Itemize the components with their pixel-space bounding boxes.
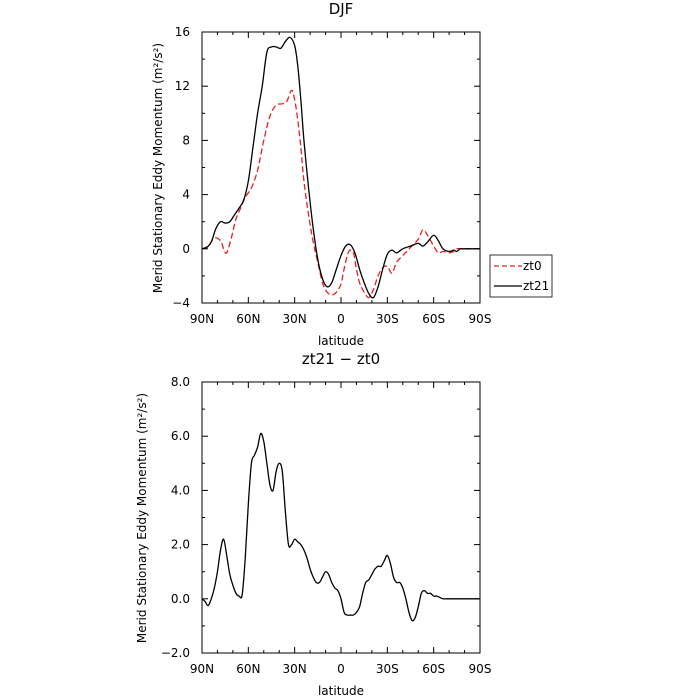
top-plot-frame (201, 31, 481, 304)
bottom-y-tick-label: 6.0 (171, 429, 190, 443)
bottom-axis-ticks: 90N 60N 30N 0 30S 60S 90S −2.0 0.0 2.0 4.0 6.0 8.0 (161, 375, 492, 676)
top-x-tick-label: 60S (422, 312, 445, 326)
bottom-x-tick-label: 30N (283, 662, 307, 676)
bottom-x-tick-label: 90N (190, 662, 214, 676)
top-series-line-zt21 (201, 36, 480, 299)
top-x-tick-label: 30S (376, 312, 399, 326)
bottom-chart-panel: zt21 − zt0 90N 60N 30N 0 30S 60S 90S −2.0 0.0 2.0… (135, 350, 491, 698)
bottom-x-tick-label: 0 (337, 662, 345, 676)
bottom-y-tick-label: −2.0 (161, 646, 190, 660)
top-plot-clip-area (201, 36, 480, 299)
bottom-y-axis-label: Merid Stationary Eddy Momentum (m²/s²) (135, 393, 149, 643)
top-y-tick-label: 16 (175, 25, 190, 39)
top-y-tick-label: 8 (182, 133, 190, 147)
bottom-series-line-series-0 (201, 432, 480, 622)
top-x-tick-label: 90N (190, 312, 214, 326)
top-series-line-zt0 (201, 89, 480, 299)
bottom-chart-title: zt21 − zt0 (302, 350, 380, 368)
top-y-tick-label: 12 (175, 79, 190, 93)
bottom-plot-frame (201, 381, 481, 654)
top-x-tick-label: 90S (469, 312, 492, 326)
top-x-tick-label: 60N (236, 312, 260, 326)
legend-box (489, 254, 553, 298)
bottom-x-tick-label: 60N (236, 662, 260, 676)
top-legend: zt0 zt21 (489, 254, 553, 298)
bottom-x-axis-label: latitude (318, 684, 364, 698)
top-axis-ticks: 90N 60N 30N 0 30S 60S 90S −4 0 4 8 12 16 (172, 25, 491, 326)
top-y-tick-label: 4 (182, 188, 190, 202)
top-y-tick-label: −4 (172, 296, 190, 310)
top-y-axis-label: Merid Stationary Eddy Momentum (m²/s²) (151, 43, 165, 293)
bottom-x-tick-label: 60S (422, 662, 445, 676)
bottom-x-tick-label: 30S (376, 662, 399, 676)
legend-label-zt21: zt21 (523, 279, 549, 293)
top-chart-title: DJF (329, 0, 354, 18)
bottom-y-tick-label: 0.0 (171, 592, 190, 606)
top-x-tick-label: 0 (337, 312, 345, 326)
top-x-axis-label: latitude (318, 334, 364, 348)
legend-label-zt0: zt0 (523, 259, 542, 273)
bottom-y-tick-label: 2.0 (171, 538, 190, 552)
bottom-series-group (201, 432, 480, 622)
top-chart-panel: DJF 90N 60N 30N 0 30S 60S 90S −4 0 4 8 12 16 latitud… (151, 0, 553, 348)
bottom-y-tick-label: 4.0 (171, 483, 190, 497)
top-x-tick-label: 30N (283, 312, 307, 326)
bottom-x-tick-label: 90S (469, 662, 492, 676)
bottom-y-tick-label: 8.0 (171, 375, 190, 389)
top-y-tick-label: 0 (182, 242, 190, 256)
top-series-group (201, 36, 480, 299)
